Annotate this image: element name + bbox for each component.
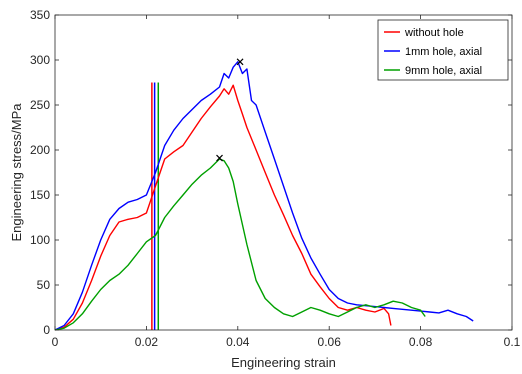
series-line-3 [54,158,426,331]
series-line-2 [54,61,474,331]
peak-markers [216,58,244,162]
y-tick-label: 350 [30,8,50,22]
legend-label: without hole [404,27,464,39]
x-tick-label: 0.06 [318,335,342,349]
plot-frame [54,14,513,331]
y-tick-label: 100 [30,233,50,247]
y-tick-label: 0 [43,323,50,337]
y-tick-label: 250 [30,98,50,112]
series-lines [54,61,474,331]
y-axis-title: Engineering stress/MPa [9,103,24,242]
y-tick-label: 150 [30,188,50,202]
y-tick-label: 50 [37,278,51,292]
y-tick-label: 200 [30,143,50,157]
legend: without hole 1mm hole, axial 9mm hole, axi… [377,19,509,81]
x-tick-label: 0.1 [504,335,521,349]
x-axis-title: Engineering strain [231,355,336,370]
x-axis-ticks: 0 0.02 0.04 0.06 0.08 0.1 [52,15,521,349]
legend-label: 9mm hole, axial [405,65,482,77]
x-tick-label: 0.04 [226,335,250,349]
x-tick-label: 0.02 [135,335,159,349]
x-tick-label: 0.08 [409,335,433,349]
x-tick-label: 0 [52,335,59,349]
series-line-1 [54,84,392,331]
y-axis-ticks: 0 50 100 150 200 250 300 350 [30,8,512,337]
legend-label: 1mm hole, axial [405,46,482,58]
peak-marker-x [216,154,223,162]
peak-marker-x [236,58,244,66]
vertical-markers [151,82,160,330]
y-tick-label: 300 [30,53,50,67]
